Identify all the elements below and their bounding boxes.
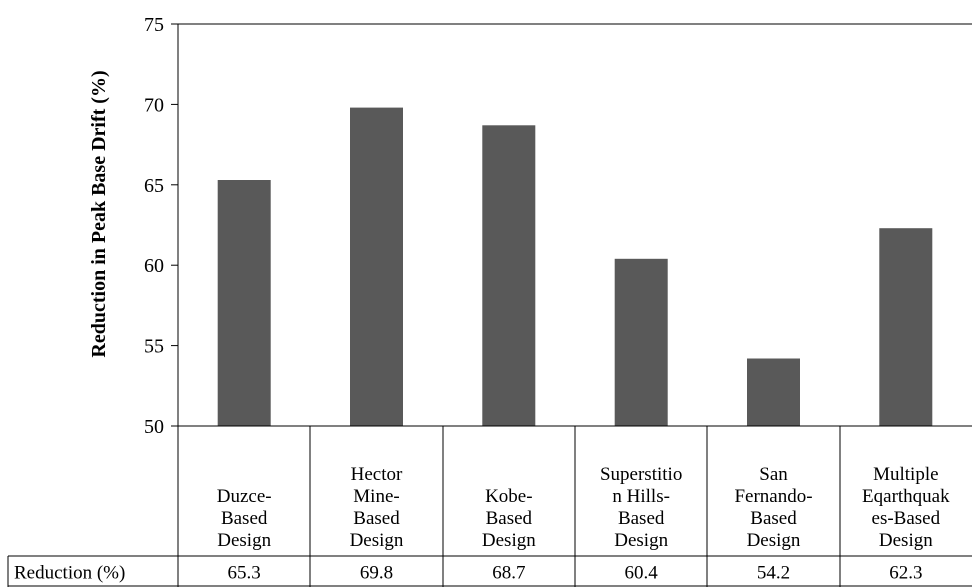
table-value: 62.3 <box>889 563 922 584</box>
category-label: Multiple Eqarthquak es-Based Design <box>862 464 950 551</box>
bar <box>879 228 933 426</box>
category-label: Hector Mine-Based Design <box>350 464 404 551</box>
table-value: 65.3 <box>228 563 261 584</box>
y-tick-label: 60 <box>144 255 164 277</box>
table-value: 60.4 <box>625 563 659 584</box>
category-label: Kobe-Based Design <box>482 486 536 551</box>
category-label: Superstitio n Hills-Based Design <box>600 464 682 551</box>
bar <box>482 125 536 427</box>
y-tick-label: 55 <box>144 336 164 358</box>
y-tick-label: 70 <box>144 94 164 116</box>
category-label: San Fernando-Based Design <box>734 464 812 551</box>
category-label: Duzce-Based Design <box>217 486 272 551</box>
y-tick-label: 75 <box>144 14 164 36</box>
bar <box>614 258 668 426</box>
table-value: 54.2 <box>757 563 790 584</box>
table-value: 69.8 <box>360 563 393 584</box>
bar <box>217 180 271 426</box>
y-tick-label: 65 <box>144 175 164 197</box>
y-axis-ticks: 50 55 60 65 70 75 <box>144 14 178 438</box>
y-tick-label: 50 <box>144 416 164 438</box>
data-table: Duzce-Based Design Hector Mine-Based Design K… <box>14 464 950 584</box>
bar <box>350 107 403 426</box>
bars <box>217 107 933 427</box>
table-series-label: Reduction (%) <box>14 563 125 584</box>
axes <box>7 23 972 587</box>
table-value: 68.7 <box>492 563 525 584</box>
bar <box>747 358 800 426</box>
y-axis-label: Reduction in Peak Base Drift (%) <box>88 70 110 357</box>
